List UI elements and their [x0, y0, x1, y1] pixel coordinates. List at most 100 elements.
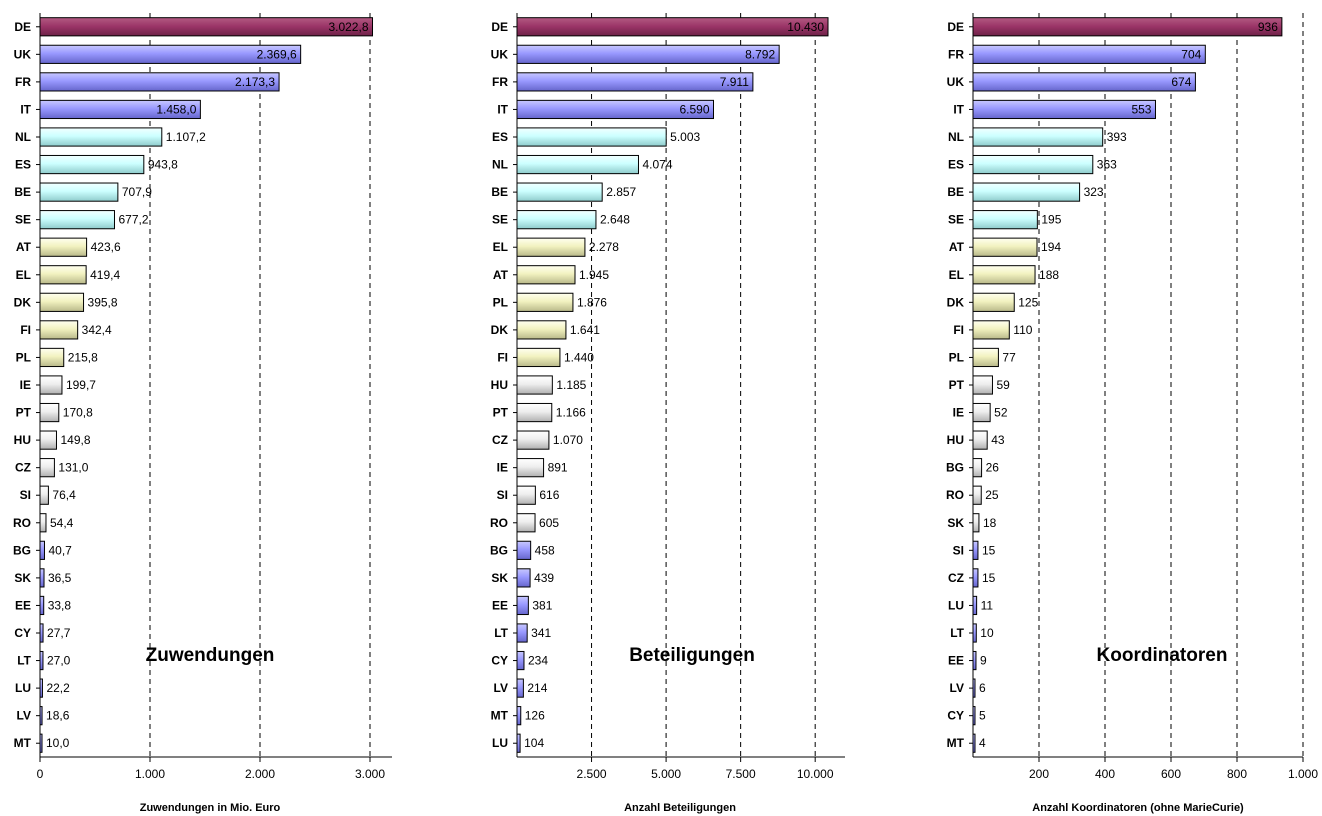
category-label: PT [16, 406, 32, 420]
bar-sk [972, 513, 980, 533]
data-label: 125 [1018, 295, 1038, 309]
data-label: 341 [531, 626, 551, 640]
data-label: 2.173,3 [235, 75, 275, 89]
data-label: 7.911 [720, 75, 749, 89]
bar-si [972, 540, 979, 560]
data-label: 36,5 [48, 571, 72, 585]
data-label: 1.185 [556, 378, 586, 392]
category-label: IT [497, 102, 508, 116]
data-label: 215,8 [68, 350, 98, 364]
category-label: CZ [15, 461, 31, 475]
bar-dk [39, 292, 85, 312]
category-label: LV [950, 681, 964, 695]
data-label: 18,6 [46, 709, 70, 723]
data-label: 458 [535, 543, 555, 557]
data-label: 4 [979, 736, 986, 750]
category-label: UK [947, 75, 965, 89]
bar-si [516, 485, 536, 505]
data-label: 25 [985, 488, 999, 502]
bar-es [972, 154, 1094, 175]
data-label: 11 [981, 598, 994, 612]
data-label: 616 [539, 488, 559, 502]
category-label: BG [946, 461, 964, 475]
data-label: 1.440 [564, 350, 594, 364]
data-label: 1.070 [553, 433, 583, 447]
bar-cz [972, 568, 979, 588]
data-label: 5 [979, 709, 986, 723]
category-label: CZ [492, 433, 508, 447]
x-tick-label: 400 [1095, 767, 1115, 781]
data-label: 4.074 [642, 158, 672, 172]
data-label: 77 [1002, 350, 1016, 364]
data-label: 76,4 [52, 488, 76, 502]
data-label: 59 [996, 378, 1010, 392]
x-tick-label: 1.000 [135, 767, 165, 781]
data-label: 110 [1013, 323, 1032, 337]
data-label: 10,0 [46, 736, 70, 750]
category-label: FI [953, 323, 964, 337]
data-label: 553 [1131, 102, 1151, 116]
category-label: DE [491, 20, 508, 34]
bar-se [516, 210, 597, 230]
category-label: SI [953, 543, 964, 557]
bar-si [39, 485, 49, 505]
category-label: DK [491, 323, 509, 337]
data-label: 674 [1171, 75, 1191, 89]
bar-lt [972, 623, 977, 643]
category-label: LV [17, 709, 31, 723]
bar-nl [972, 127, 1104, 147]
data-label: 195 [1041, 213, 1061, 227]
category-label: UK [14, 47, 32, 61]
bar-de [972, 17, 1283, 37]
category-label: FR [948, 47, 964, 61]
data-label: 393 [1107, 130, 1127, 144]
bar-hu [972, 430, 988, 450]
data-label: 3.022,8 [328, 20, 368, 34]
data-label: 43 [991, 433, 1005, 447]
x-tick-label: 1.000 [1288, 767, 1318, 781]
data-label: 1.641 [570, 323, 600, 337]
data-label: 8.792 [745, 47, 775, 61]
bar-it [972, 99, 1156, 120]
bar-lt [39, 650, 44, 671]
bar-es [39, 154, 145, 175]
bar-uk [516, 44, 780, 64]
category-label: IE [953, 406, 964, 420]
data-label: 126 [525, 709, 545, 723]
category-label: MT [14, 736, 32, 750]
category-label: CY [491, 654, 508, 668]
bar-ie [516, 458, 545, 478]
bar-pl [516, 292, 574, 312]
category-label: MT [947, 736, 965, 750]
data-label: 104 [524, 736, 544, 750]
data-label: 6.590 [679, 102, 709, 116]
data-label: 1.107,2 [166, 130, 206, 144]
bar-at [516, 265, 576, 285]
bar-nl [39, 127, 163, 147]
category-label: FI [20, 323, 31, 337]
category-label: PL [949, 350, 964, 364]
bar-el [516, 237, 586, 257]
category-label: SE [15, 213, 31, 227]
category-label: EL [493, 240, 508, 254]
x-axis-title: Anzahl Koordinatoren (ohne MarieCurie) [1032, 802, 1244, 814]
x-tick-label: 2.500 [577, 767, 607, 781]
category-label: NL [948, 130, 964, 144]
category-label: HU [14, 433, 31, 447]
x-tick-label: 7.500 [726, 767, 756, 781]
category-label: FR [15, 75, 31, 89]
bar-bg [39, 540, 45, 560]
bar-pt [516, 402, 553, 423]
data-label: 1.458,0 [156, 102, 196, 116]
bar-ro [516, 513, 536, 533]
data-label: 10 [980, 626, 994, 640]
x-tick-label: 200 [1029, 767, 1049, 781]
data-label: 40,7 [48, 543, 72, 557]
bar-at [39, 237, 88, 257]
data-label: 363 [1097, 158, 1117, 172]
category-label: DE [14, 20, 31, 34]
bar-hu [39, 430, 57, 450]
bar-fr [516, 72, 754, 92]
data-label: 2.369,6 [257, 47, 297, 61]
category-label: BE [947, 185, 964, 199]
